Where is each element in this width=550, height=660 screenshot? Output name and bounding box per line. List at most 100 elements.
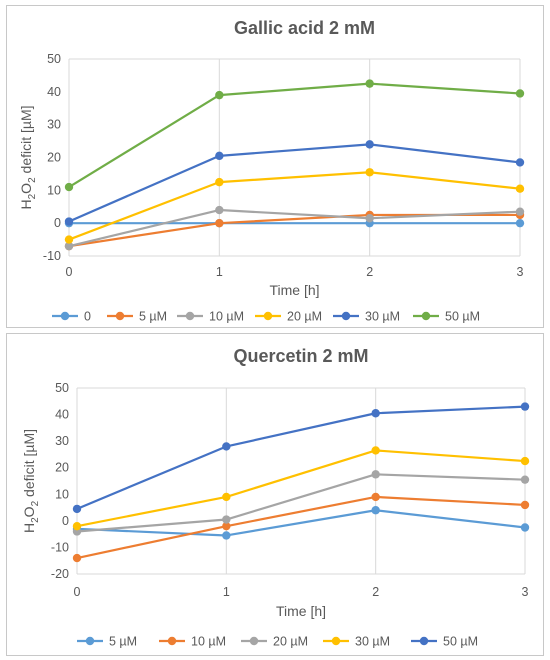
quercetin-series-2-point [222, 515, 231, 524]
gallic-acid-chart-panel: Gallic acid 2 mM -10 0 10 20 30 40 50 0 1 2 3 Time [… [6, 5, 544, 328]
quercetin-legend-swatch-marker [249, 636, 259, 646]
gallic-x-tick-label: 3 [517, 265, 524, 279]
quercetin-y-axis-label-part: O [21, 506, 37, 517]
gallic-legend-label: 50 µM [445, 310, 480, 324]
quercetin-x-tick-label: 1 [223, 585, 230, 599]
gallic-legend-swatch-marker [115, 311, 125, 321]
gallic-y-tick-label: 10 [47, 183, 61, 197]
gallic-y-tick-label: 50 [47, 52, 61, 66]
gallic-y-tick-label: -10 [43, 249, 61, 263]
quercetin-chart: Quercetin 2 mM -20 -10 0 10 20 30 40 50 0 1 2 3 Time … [21, 346, 530, 649]
quercetin-series-0-point [371, 506, 380, 515]
quercetin-series-3-point [520, 456, 530, 466]
gallic-x-axis-label: Time [h] [269, 282, 319, 298]
gallic-legend-label: 20 µM [287, 310, 322, 324]
gallic-legend-swatch-marker [185, 311, 195, 321]
gallic-series-5-point [515, 89, 525, 98]
gallic-series-4-point [515, 158, 525, 167]
quercetin-legend-item-2: 20 µM [241, 635, 308, 649]
gallic-series-4-point [365, 140, 374, 149]
quercetin-y-tick-label: -20 [51, 567, 69, 581]
quercetin-legend-label: 30 µM [355, 635, 390, 649]
quercetin-series-line-2 [76, 473, 526, 533]
quercetin-series-0-point [520, 523, 530, 532]
gallic-y-tick-label: 0 [54, 216, 61, 230]
gallic-series-2-point [515, 207, 525, 216]
quercetin-series-1-point [72, 553, 82, 563]
quercetin-y-tick-label: 20 [55, 461, 69, 475]
gallic-legend-item-5: 50 µM [413, 310, 480, 324]
gallic-chart-title: Gallic acid 2 mM [234, 18, 375, 38]
quercetin-chart-title: Quercetin 2 mM [233, 346, 368, 366]
quercetin-series-line-3 [76, 449, 526, 528]
quercetin-y-tick-label: 50 [55, 381, 69, 395]
gallic-legend-item-4: 30 µM [333, 310, 400, 324]
quercetin-x-tick-label: 0 [74, 585, 81, 599]
gallic-y-axis-label-part: deficit [µM] [18, 106, 34, 178]
quercetin-series-4-point [72, 504, 82, 514]
gallic-series-2-point [64, 241, 74, 251]
quercetin-series-line-0 [76, 509, 526, 537]
quercetin-series-3-point [222, 492, 231, 502]
quercetin-series-line-1 [76, 495, 526, 560]
gallic-y-axis-label: H2O2 deficit [µM] [18, 106, 38, 210]
gallic-legend-item-1: 5 µM [107, 310, 167, 324]
gallic-series-3-point [64, 235, 74, 244]
quercetin-y-tick-label: -10 [51, 540, 69, 554]
quercetin-series-1-point [222, 521, 231, 531]
gallic-legend-swatch-marker [341, 311, 351, 321]
quercetin-legend-item-3: 30 µM [323, 635, 390, 649]
quercetin-legend-swatch-marker [85, 636, 95, 646]
gallic-y-tick-label: 30 [47, 118, 61, 132]
quercetin-series-4-point [371, 409, 380, 418]
quercetin-y-axis-label-part: 2 [30, 500, 41, 506]
gallic-legend-swatch-marker [60, 311, 70, 321]
gallic-legend-label: 10 µM [209, 310, 244, 324]
quercetin-y-axis-label-part: H [21, 523, 37, 533]
quercetin-y-tick-label: 10 [55, 487, 69, 501]
quercetin-series-1-point [520, 500, 530, 510]
gallic-y-axis-label-part: O [18, 183, 34, 194]
gallic-series-5-point [365, 79, 374, 88]
quercetin-series-1-point [371, 492, 380, 502]
gallic-series-2-point [215, 205, 224, 215]
quercetin-series-4-point [222, 442, 231, 451]
gallic-legend-label: 30 µM [365, 310, 400, 324]
gallic-series-line-4 [68, 143, 521, 223]
gallic-series-5-point [215, 90, 224, 100]
gallic-series-line-3 [68, 171, 521, 241]
gallic-legend-swatch-marker [421, 311, 431, 321]
quercetin-legend-swatch-marker [167, 636, 177, 646]
quercetin-y-axis-label-part: deficit [µM] [21, 429, 37, 501]
quercetin-series-3-point [371, 446, 380, 455]
gallic-y-tick-label: 40 [47, 85, 61, 99]
quercetin-y-tick-label: 30 [55, 434, 69, 448]
quercetin-y-axis-label: H2O2 deficit [µM] [21, 429, 41, 533]
quercetin-legend-label: 50 µM [443, 635, 478, 649]
quercetin-x-axis-label: Time [h] [276, 603, 326, 619]
gallic-series-line-2 [68, 208, 521, 248]
gallic-x-tick-label: 0 [66, 265, 73, 279]
quercetin-legend-item-4: 50 µM [411, 635, 478, 649]
gallic-series-3-point [365, 168, 374, 177]
quercetin-legend-item-1: 10 µM [159, 635, 226, 649]
quercetin-y-tick-label: 40 [55, 408, 69, 422]
gallic-y-axis-label-part: H [18, 199, 34, 209]
gallic-series-line-5 [68, 82, 521, 188]
quercetin-x-tick-label: 2 [372, 585, 379, 599]
gallic-x-tick-label: 2 [366, 265, 373, 279]
gallic-y-axis-label-part: 2 [27, 177, 38, 183]
quercetin-series-3-point [72, 521, 82, 531]
gallic-series-0-point [515, 218, 525, 228]
gallic-series-4-point [215, 151, 224, 161]
gallic-legend-item-2: 10 µM [177, 310, 244, 324]
gallic-series-5-point [64, 182, 74, 192]
gallic-series-4-point [64, 217, 74, 226]
gallic-series-1-point [215, 218, 224, 228]
gallic-legend-item-0: 0 [52, 310, 91, 324]
gallic-x-tick-label: 1 [216, 265, 223, 279]
gallic-y-axis-label-part: 2 [27, 193, 38, 199]
quercetin-y-axis-label-part: 2 [30, 517, 41, 523]
quercetin-series-0-point [222, 531, 231, 540]
quercetin-legend-swatch-marker [419, 636, 429, 646]
